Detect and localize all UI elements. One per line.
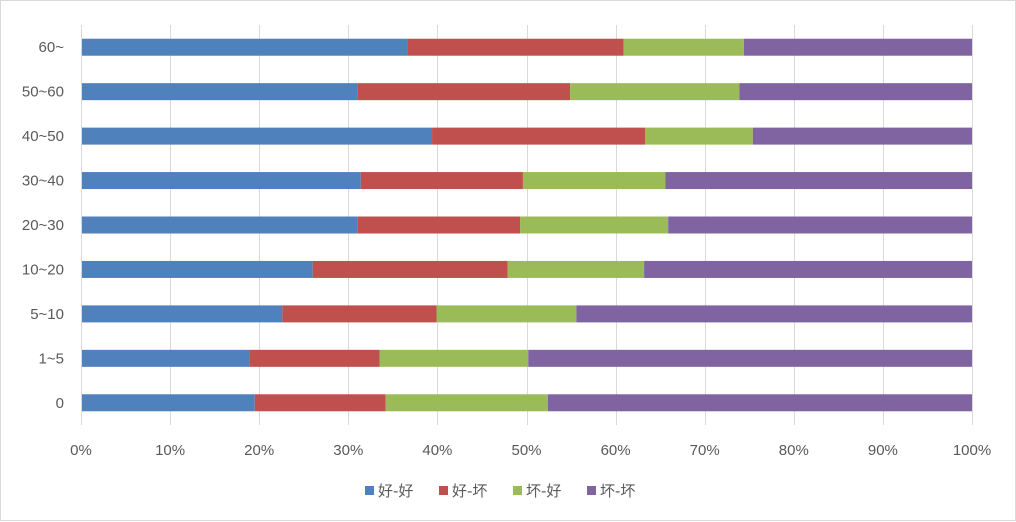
x-tick-label: 70% — [690, 442, 720, 459]
bar-segment[interactable] — [312, 260, 508, 278]
bar-segment[interactable] — [645, 127, 753, 145]
y-tick-label: 50~60 — [22, 84, 64, 101]
bar-segment[interactable] — [81, 127, 433, 145]
bar-segment[interactable] — [81, 172, 361, 190]
bar-segment[interactable] — [644, 260, 972, 278]
x-tick-label: 60% — [601, 442, 631, 459]
bar-segment[interactable] — [623, 38, 744, 56]
bar-segment[interactable] — [665, 172, 972, 190]
x-tick-label: 80% — [779, 442, 809, 459]
legend-label: 好-坏 — [452, 482, 487, 500]
y-tick-label: 30~40 — [22, 173, 64, 190]
x-tick-label: 0% — [70, 442, 92, 459]
legend-label: 坏-坏 — [600, 482, 635, 500]
bar-segment[interactable] — [432, 127, 646, 145]
y-tick-label: 10~20 — [22, 261, 64, 278]
x-tick-label: 30% — [333, 442, 363, 459]
y-tick-label: 5~10 — [30, 306, 64, 323]
x-tick-label: 100% — [953, 442, 991, 459]
bar-segment[interactable] — [520, 216, 669, 234]
bar-segment[interactable] — [357, 216, 521, 234]
bar-segment[interactable] — [752, 127, 972, 145]
bar-segment[interactable] — [81, 394, 255, 412]
legend-label: 好-好 — [378, 482, 413, 500]
bar-segment[interactable] — [507, 260, 645, 278]
bar-segment[interactable] — [282, 305, 437, 323]
bar-segment[interactable] — [407, 38, 624, 56]
bar-segment[interactable] — [81, 38, 408, 56]
bar-segment[interactable] — [668, 216, 972, 234]
bar-segment[interactable] — [570, 83, 740, 101]
bar-segment[interactable] — [81, 349, 250, 367]
bar-segment[interactable] — [436, 305, 577, 323]
bar-segment[interactable] — [522, 172, 666, 190]
y-tick-label: 60~ — [39, 39, 65, 56]
bar-segment[interactable] — [385, 394, 548, 412]
bar-segment[interactable] — [576, 305, 972, 323]
x-tick-label: 40% — [422, 442, 452, 459]
bar-segment[interactable] — [254, 394, 386, 412]
y-tick-label: 0 — [56, 395, 64, 412]
x-tick-label: 50% — [511, 442, 541, 459]
y-tick-label: 1~5 — [39, 350, 64, 367]
legend-label: 坏-好 — [526, 482, 561, 500]
bar-segment[interactable] — [528, 349, 972, 367]
legend-swatch — [587, 486, 596, 495]
bar-segment[interactable] — [357, 83, 571, 101]
legend-swatch — [513, 486, 522, 495]
bar-segment[interactable] — [81, 260, 313, 278]
bar-segment[interactable] — [249, 349, 380, 367]
y-tick-label: 20~30 — [22, 217, 64, 234]
bar-segment[interactable] — [739, 83, 972, 101]
bar-segment[interactable] — [360, 172, 523, 190]
x-tick-label: 20% — [244, 442, 274, 459]
bar-segment[interactable] — [743, 38, 972, 56]
bar-segment[interactable] — [81, 216, 358, 234]
legend-swatch — [365, 486, 374, 495]
bar-segment[interactable] — [81, 305, 283, 323]
bar-segment[interactable] — [81, 83, 358, 101]
y-tick-label: 40~50 — [22, 128, 64, 145]
bar-segment[interactable] — [379, 349, 529, 367]
x-tick-label: 10% — [155, 442, 185, 459]
bar-segment[interactable] — [547, 394, 972, 412]
legend-swatch — [439, 486, 448, 495]
x-tick-label: 90% — [868, 442, 898, 459]
